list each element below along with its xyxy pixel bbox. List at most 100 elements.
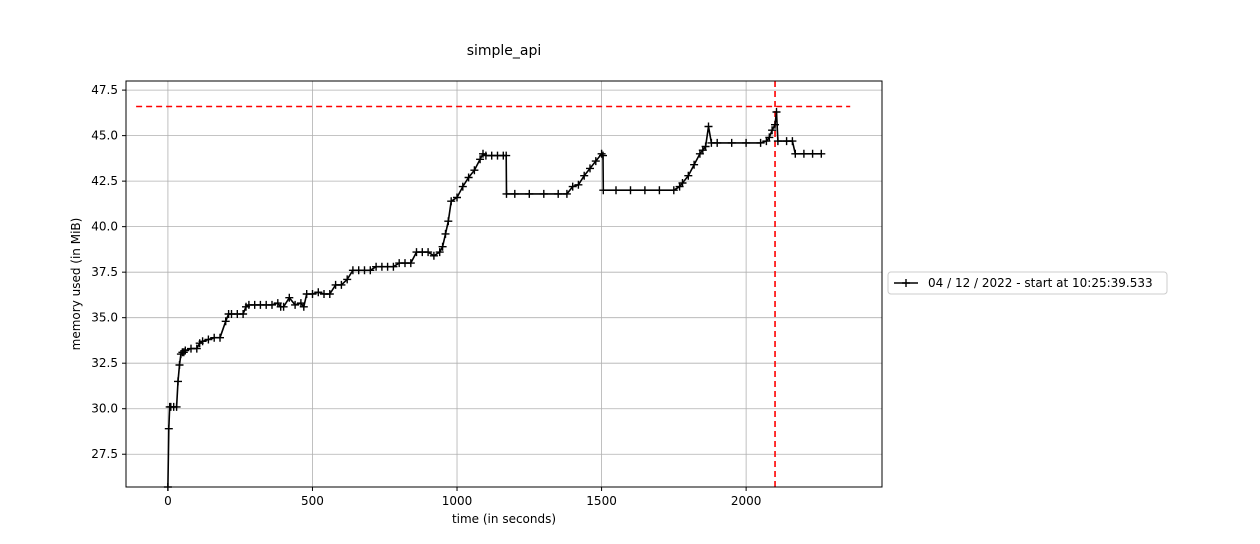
data-point-marker (285, 293, 294, 302)
y-tick-label: 42.5 (91, 174, 118, 188)
y-tick-label: 27.5 (91, 447, 118, 461)
data-point-marker (612, 186, 620, 195)
data-point-marker (438, 242, 447, 251)
data-point-marker (502, 189, 511, 198)
y-tick-label: 45.0 (91, 129, 118, 143)
y-axis-label: memory used (in MiB) (69, 218, 83, 351)
data-point-marker (447, 197, 456, 206)
data-point-marker (640, 186, 649, 195)
data-point-marker (788, 137, 797, 146)
data-point-marker (464, 173, 473, 182)
y-tick-label: 30.0 (91, 402, 118, 416)
data-point-marker (444, 217, 453, 226)
y-tick-label: 40.0 (91, 220, 118, 234)
legend-box (887, 271, 1168, 295)
data-point-marker (756, 138, 765, 147)
y-axis-ticks: 27.5 30.0 32.5 35.0 37.5 40.0 42.5 45.0 47.5 (91, 83, 126, 461)
data-point-marker (279, 302, 288, 311)
data-point-marker (678, 179, 687, 187)
data-point-marker (771, 120, 779, 129)
data-point-marker (701, 142, 710, 151)
data-point-marker (406, 259, 415, 268)
x-tick-label: 1500 (586, 494, 617, 508)
data-point-marker (525, 189, 534, 198)
data-point-marker (216, 333, 224, 342)
data-point-marker (580, 171, 589, 180)
data-point-marker (690, 160, 699, 169)
x-tick-label: 0 (164, 494, 172, 508)
x-axis-label: time (in seconds) (452, 512, 556, 526)
data-point-marker (742, 138, 751, 147)
x-tick-label: 2000 (731, 494, 762, 508)
data-point-marker (343, 275, 352, 284)
data-point-marker (470, 166, 479, 175)
data-point-marker (268, 300, 276, 309)
data-point-marker (325, 290, 334, 298)
data-point-marker (768, 126, 777, 135)
data-point-marker (192, 344, 201, 353)
data-point-marker (435, 248, 444, 257)
data-point-marker (181, 346, 190, 355)
data-point-marker (655, 186, 664, 195)
data-point-marker (539, 189, 548, 198)
data-point-marker (174, 377, 182, 386)
data-point-marker (599, 151, 607, 160)
data-point-marker (599, 186, 608, 195)
data-point-marker (239, 310, 248, 318)
y-tick-label: 35.0 (91, 311, 118, 325)
legend: 04 / 12 / 2022 - start at 10:25:39.533 (887, 271, 1168, 295)
x-tick-label: 500 (301, 494, 324, 508)
y-tick-label: 32.5 (91, 356, 118, 370)
x-axis-ticks: 0 500 1000 1500 2000 (164, 487, 761, 508)
data-point-marker (429, 251, 438, 260)
data-point-marker (772, 108, 781, 116)
y-tick-label: 37.5 (91, 265, 118, 279)
data-point-marker (704, 122, 713, 131)
data-point-marker (817, 149, 826, 158)
data-point-marker (554, 189, 563, 198)
legend-marker-icon (902, 279, 910, 287)
data-point-marker (198, 337, 207, 346)
data-point-marker (568, 182, 577, 191)
chart-title: simple_api (467, 43, 542, 59)
data-point-marker (626, 186, 635, 195)
data-point-marker (179, 348, 188, 357)
peak-lines (136, 81, 851, 487)
data-point-marker (562, 189, 571, 198)
data-point-marker (172, 402, 181, 411)
data-point-marker (502, 151, 511, 160)
data-point-marker (713, 138, 722, 147)
data-point-marker (164, 424, 173, 433)
plot-frame (125, 80, 883, 488)
data-point-marker (204, 335, 213, 344)
series-layer (163, 108, 826, 491)
data-point-marker (791, 149, 800, 158)
x-tick-label: 1000 (442, 494, 473, 508)
data-point-marker (591, 157, 600, 166)
data-point-marker (441, 229, 450, 238)
data-point-marker (684, 171, 693, 180)
data-point-marker (299, 302, 308, 311)
data-point-marker (337, 280, 346, 289)
data-point-marker (458, 182, 467, 191)
data-point-marker (308, 290, 317, 298)
grid (126, 81, 882, 487)
y-tick-label: 47.5 (91, 83, 118, 97)
data-point-marker (510, 189, 519, 198)
data-point-marker (799, 149, 808, 158)
data-point-marker (314, 288, 323, 297)
data-point-marker (366, 266, 375, 275)
data-point-marker (669, 186, 678, 195)
data-point-marker (808, 149, 817, 158)
data-point-marker (476, 155, 485, 164)
data-point-marker (175, 361, 184, 369)
data-point-marker (727, 138, 736, 147)
legend-entry-label: 04 / 12 / 2022 - start at 10:25:39.533 (928, 276, 1153, 290)
data-point-marker (453, 193, 461, 202)
data-point-marker (424, 248, 433, 257)
data-point-marker (773, 137, 782, 146)
data-point-marker (574, 180, 583, 189)
data-point-marker (597, 149, 606, 158)
